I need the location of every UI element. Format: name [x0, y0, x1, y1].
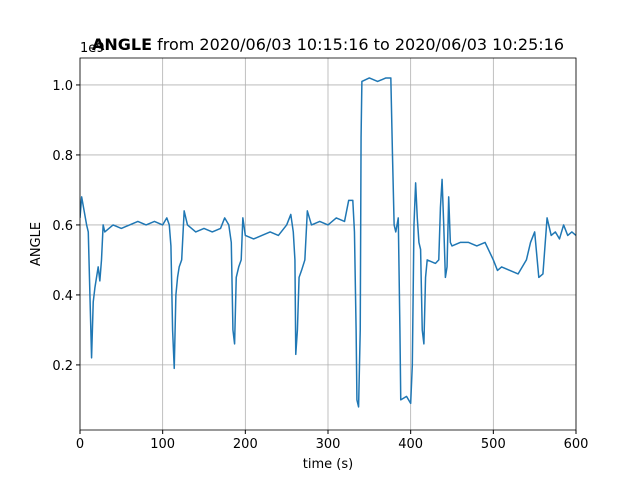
x-axis-label: time (s)	[303, 457, 353, 472]
x-tick-label: 600	[564, 437, 589, 452]
y-axis-label: ANGLE	[29, 222, 44, 266]
y-tick-label: 0.6	[52, 219, 73, 234]
y-tick-label: 0.8	[52, 149, 73, 164]
y-tick-label: 0.2	[52, 359, 73, 374]
y-tick-label: 0.4	[52, 289, 73, 304]
x-tick-label: 500	[481, 437, 506, 452]
y-tick-label: 1.0	[52, 79, 73, 94]
x-tick-label: 0	[76, 437, 84, 452]
title-bold: ANGLE	[92, 35, 152, 54]
x-tick-label: 200	[233, 437, 258, 452]
chart-title: ANGLE from 2020/06/03 10:15:16 to 2020/0…	[92, 35, 564, 54]
x-tick-label: 300	[316, 437, 341, 452]
data-line	[80, 77, 576, 408]
x-tick-label: 100	[150, 437, 175, 452]
x-tick-label: 400	[398, 437, 423, 452]
offset-label: 1e9	[80, 41, 105, 56]
title-rest: from 2020/06/03 10:15:16 to 2020/06/03 1…	[157, 35, 564, 54]
